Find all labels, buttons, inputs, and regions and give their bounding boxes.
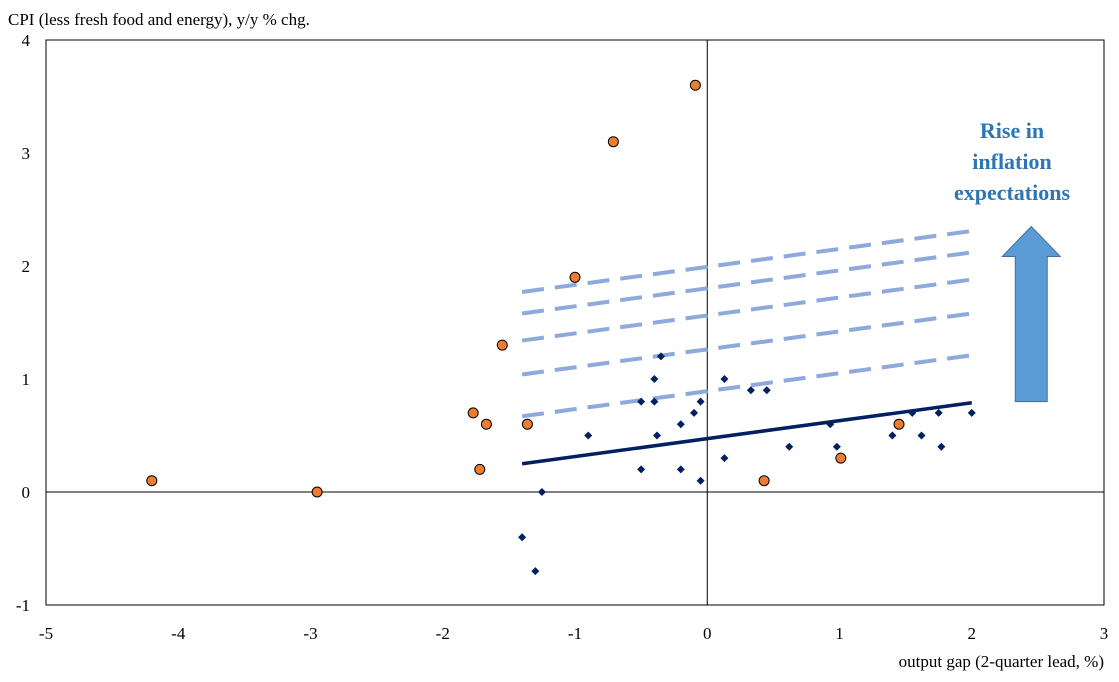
circle-point (689, 79, 701, 91)
diamond-point (917, 431, 926, 440)
scatter-points (146, 79, 976, 576)
diamond-point (676, 420, 685, 429)
diamond-point (826, 420, 835, 429)
axes (46, 40, 1104, 605)
annotation-line: inflation (972, 149, 1051, 174)
y-tick-label: 3 (22, 144, 31, 163)
diamond-point (696, 397, 705, 406)
y-tick-label: 0 (22, 483, 31, 502)
shifted-trend-lines (521, 228, 973, 419)
up-arrow (1001, 225, 1062, 403)
annotation-line: Rise in (980, 118, 1044, 143)
diamond-point (888, 431, 897, 440)
diamond-point (676, 465, 685, 474)
circle-point (467, 407, 479, 419)
y-tick-label: 4 (22, 31, 31, 50)
diamond-point (696, 476, 705, 485)
y-axis-title: CPI (less fresh food and energy), y/y % … (8, 10, 310, 29)
diamond-point (637, 397, 646, 406)
diamond-point (937, 442, 946, 451)
circle-point (311, 486, 323, 498)
annotation-text: Rise in inflation expectations (954, 118, 1071, 205)
shifted-trend-line (521, 277, 973, 343)
circle-point (496, 339, 508, 351)
shifted-trend-line (521, 228, 973, 294)
diamond-point (650, 375, 659, 383)
diamond-point (656, 352, 665, 361)
y-tick-label: 1 (22, 370, 31, 389)
diamond-point (531, 567, 540, 576)
diamond-point (967, 408, 976, 417)
shifted-trend-line (521, 311, 973, 377)
diamond-point (637, 465, 646, 474)
diamond-point (934, 408, 943, 417)
x-tick-label: -3 (303, 624, 317, 643)
diamond-point (690, 408, 699, 417)
x-tick-label: -1 (568, 624, 582, 643)
shifted-trend-line (521, 353, 973, 419)
circle-point (521, 418, 533, 430)
diamond-point (518, 533, 527, 542)
y-tick-label: -1 (16, 596, 30, 615)
diamond-point (746, 386, 755, 395)
annotation-line: expectations (954, 180, 1071, 205)
x-tick-label: -4 (171, 624, 186, 643)
x-tick-label: 2 (968, 624, 977, 643)
trend-line (521, 400, 972, 466)
diamond-point (785, 442, 794, 451)
x-tick-label: 0 (703, 624, 712, 643)
diamond-point (908, 408, 917, 417)
y-tick-label: 2 (22, 257, 31, 276)
diamond-point (652, 431, 661, 440)
x-tick-label: -5 (39, 624, 53, 643)
plot-area (45, 39, 1105, 606)
circle-point (569, 271, 581, 283)
circle-point (146, 475, 158, 487)
diamond-point (762, 386, 771, 395)
circle-point (480, 418, 492, 430)
x-tick-label: -2 (436, 624, 450, 643)
inflation-arrow (1001, 225, 1062, 403)
circle-point (607, 136, 619, 148)
diamond-point (832, 442, 841, 451)
x-tick-label: 1 (835, 624, 844, 643)
x-tick-labels: -5 -4 -3 -2 -1 0 1 2 3 (39, 624, 1108, 643)
diamond-point (720, 454, 729, 463)
y-tick-labels: -1 0 1 2 3 4 (16, 31, 31, 615)
circle-point (758, 475, 770, 487)
x-axis-title: output gap (2-quarter lead, %) (899, 652, 1104, 671)
x-tick-label: 3 (1100, 624, 1109, 643)
trend-line-group (521, 400, 972, 466)
circle-point (474, 463, 486, 475)
shifted-trend-line (521, 250, 973, 316)
diamond-point (650, 397, 659, 406)
diamond-point (537, 488, 546, 496)
diamond-point (584, 431, 593, 440)
circle-point (893, 418, 905, 430)
diamond-point (720, 375, 729, 383)
circle-point (835, 452, 847, 464)
